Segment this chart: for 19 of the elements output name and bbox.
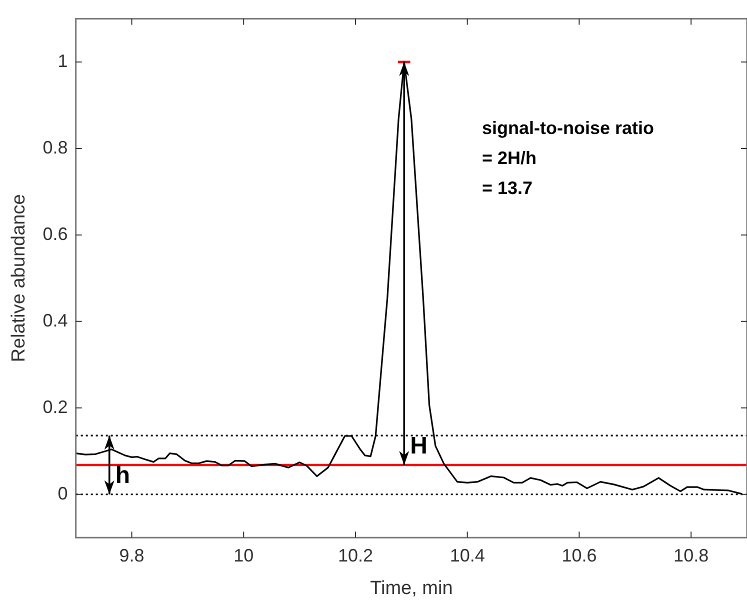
x-tick-label: 10 bbox=[234, 545, 254, 566]
y-tick-label: 0.6 bbox=[42, 224, 68, 244]
x-tick-label: 10.8 bbox=[674, 545, 709, 566]
y-tick-label: 0.8 bbox=[42, 137, 68, 158]
x-tick-label: 9.8 bbox=[119, 545, 144, 566]
annotation: H bbox=[410, 432, 428, 460]
y-tick-label: 0.4 bbox=[42, 310, 68, 330]
x-tick-label: 10.2 bbox=[338, 545, 374, 566]
x-tick-label: 10.6 bbox=[562, 545, 597, 566]
annotation: signal-to-noise ratio bbox=[482, 117, 654, 140]
y-tick-label: 1 bbox=[58, 51, 68, 71]
x-axis-title: Time, min bbox=[370, 578, 453, 599]
annotation: = 2H/h bbox=[482, 147, 538, 170]
y-tick-label: 0 bbox=[58, 483, 68, 504]
annotation: = 13.7 bbox=[482, 177, 534, 200]
x-tick-label: 10.4 bbox=[450, 545, 485, 566]
y-axis-title: Relative abundance bbox=[8, 194, 30, 362]
y-tick-label: 0.2 bbox=[42, 396, 68, 417]
annotation: h bbox=[115, 462, 130, 489]
